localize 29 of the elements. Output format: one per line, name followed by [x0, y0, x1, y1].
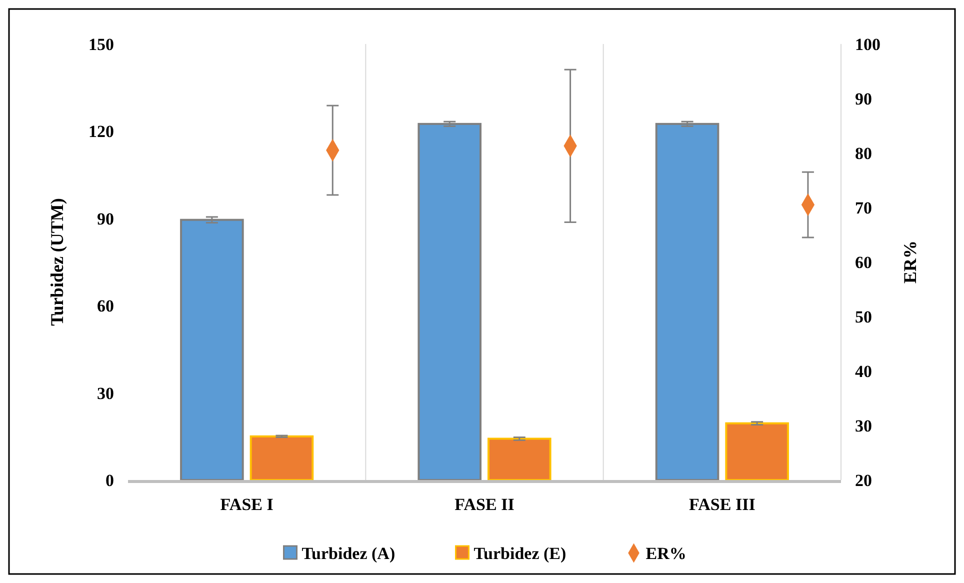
x-tick-label: FASE I [220, 495, 274, 514]
y2-tick-label: 90 [855, 89, 872, 108]
y-tick-label: 60 [97, 296, 114, 316]
y-tick-label: 0 [106, 470, 114, 490]
y2-tick-label: 100 [855, 34, 880, 54]
y-tick-label: 150 [88, 34, 114, 54]
y2-tick-label: 70 [855, 198, 872, 218]
bar [725, 422, 789, 481]
y2-tick-label: 80 [855, 144, 872, 163]
y2-axis-title: ER% [900, 240, 920, 284]
bar [488, 438, 552, 481]
y2-tick-label: 40 [855, 362, 872, 381]
x-tick-label: FASE II [454, 495, 515, 514]
y2-tick-label: 20 [855, 470, 872, 490]
x-tick-label: FASE III [689, 495, 756, 514]
legend-label: Turbidez (A) [302, 544, 396, 563]
bar [655, 122, 720, 481]
legend-label: ER% [646, 544, 686, 563]
bar [418, 122, 482, 481]
legend-label: Turbidez (E) [474, 544, 566, 563]
bar [250, 435, 314, 481]
y2-tick-label: 30 [855, 416, 872, 436]
y-tick-label: 120 [88, 122, 114, 142]
y-tick-label: 30 [97, 384, 114, 403]
y-axis-title: Turbidez (UTM) [47, 198, 67, 326]
y2-tick-label: 50 [855, 307, 872, 326]
y-tick-label: 90 [97, 209, 114, 228]
y2-tick-label: 60 [855, 252, 872, 272]
bar [180, 218, 244, 481]
